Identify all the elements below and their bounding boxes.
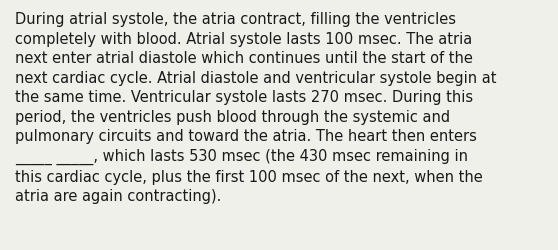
Text: During atrial systole, the atria contract, filling the ventricles
completely wit: During atrial systole, the atria contrac…	[15, 12, 497, 203]
